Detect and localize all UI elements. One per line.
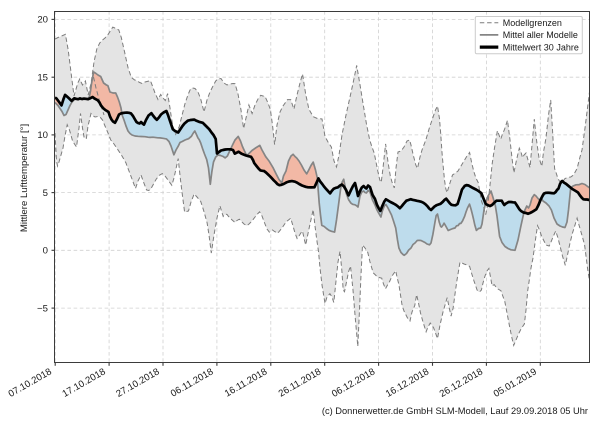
svg-text:10: 10 <box>37 130 48 141</box>
svg-text:5: 5 <box>43 188 48 199</box>
svg-text:(c) Donnerwetter.de GmbH SLM-M: (c) Donnerwetter.de GmbH SLM-Modell, Lau… <box>322 406 588 416</box>
svg-text:Mittlere Lufttemperatur [°]: Mittlere Lufttemperatur [°] <box>19 124 30 232</box>
svg-text:15: 15 <box>37 72 48 83</box>
svg-text:Mittel aller Modelle: Mittel aller Modelle <box>503 30 578 40</box>
svg-text:0: 0 <box>43 246 48 257</box>
svg-text:20: 20 <box>37 15 48 26</box>
svg-text:Mittelwert 30 Jahre: Mittelwert 30 Jahre <box>503 42 579 52</box>
svg-text:Modellgrenzen: Modellgrenzen <box>503 18 562 28</box>
svg-text:−5: −5 <box>37 303 48 314</box>
